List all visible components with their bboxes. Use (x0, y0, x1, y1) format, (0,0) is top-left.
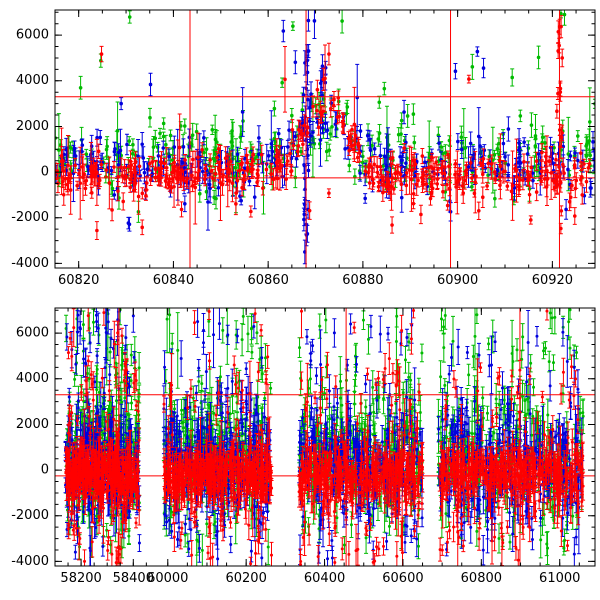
dual-panel-light-curve-figure (0, 0, 600, 600)
light-curve-canvas (0, 0, 600, 600)
